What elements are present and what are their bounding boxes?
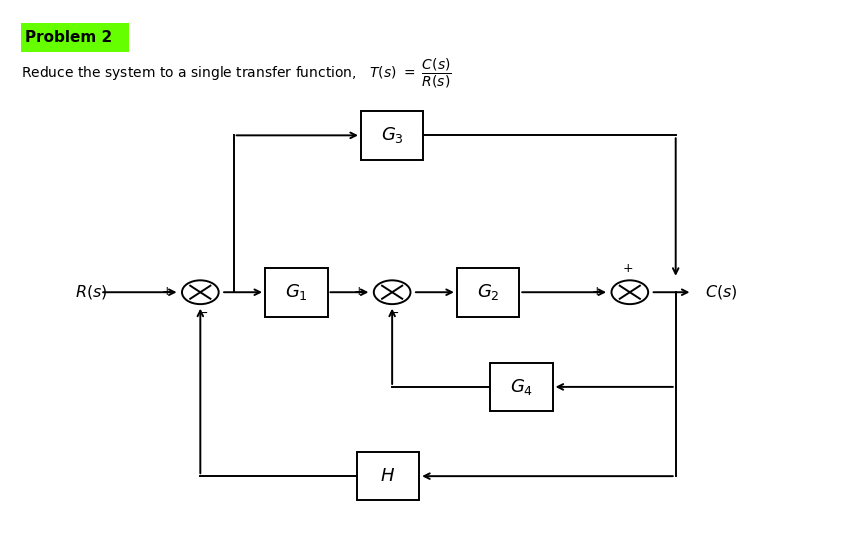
FancyBboxPatch shape — [457, 268, 519, 316]
Text: $C(s)$: $C(s)$ — [705, 283, 738, 301]
FancyBboxPatch shape — [21, 23, 129, 51]
FancyBboxPatch shape — [265, 268, 328, 316]
Circle shape — [374, 280, 410, 304]
Text: $\mathit{H}$: $\mathit{H}$ — [380, 467, 396, 485]
Text: $+$: $+$ — [591, 284, 603, 298]
Text: $R(s)$: $R(s)$ — [75, 283, 108, 301]
Text: $+$: $+$ — [622, 262, 633, 275]
Text: $+$: $+$ — [162, 284, 173, 298]
Text: Reduce the system to a single transfer function,   $T(s)\ =\ \dfrac{C(s)}{R(s)}$: Reduce the system to a single transfer f… — [21, 56, 452, 90]
Text: $-$: $-$ — [388, 306, 399, 319]
Text: $\mathit{G_4}$: $\mathit{G_4}$ — [510, 377, 533, 397]
FancyBboxPatch shape — [490, 363, 552, 411]
Text: Problem 2: Problem 2 — [26, 30, 112, 45]
Text: $\mathit{G_2}$: $\mathit{G_2}$ — [477, 282, 500, 302]
FancyBboxPatch shape — [357, 452, 420, 501]
Text: $\mathit{G_1}$: $\mathit{G_1}$ — [285, 282, 308, 302]
Text: $\mathit{G_3}$: $\mathit{G_3}$ — [380, 125, 403, 145]
Circle shape — [612, 280, 648, 304]
Text: $+$: $+$ — [353, 284, 364, 298]
Text: $-$: $-$ — [197, 306, 208, 319]
FancyBboxPatch shape — [361, 111, 424, 160]
Circle shape — [182, 280, 219, 304]
